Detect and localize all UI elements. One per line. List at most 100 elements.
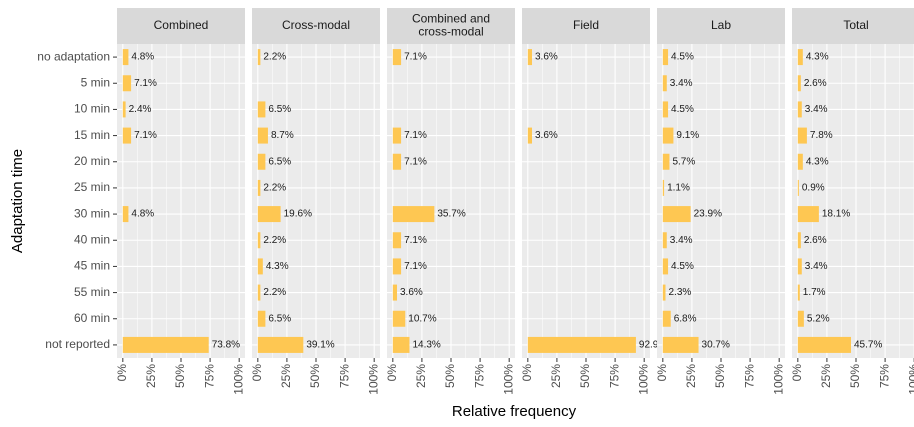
bar bbox=[257, 49, 261, 66]
bar bbox=[392, 232, 402, 249]
y-tick-label: 15 min bbox=[74, 128, 110, 142]
value-label: 73.8% bbox=[212, 340, 240, 351]
bar bbox=[797, 179, 799, 196]
bar bbox=[797, 284, 800, 301]
bar bbox=[257, 101, 266, 118]
value-label: 35.7% bbox=[437, 209, 465, 220]
bar bbox=[392, 258, 402, 275]
value-label: 2.6% bbox=[804, 78, 827, 89]
y-tick-label: 20 min bbox=[74, 154, 110, 168]
value-label: 7.1% bbox=[404, 130, 427, 141]
value-label: 14.3% bbox=[412, 340, 440, 351]
bar bbox=[257, 179, 261, 196]
y-tick-label: 10 min bbox=[74, 102, 110, 116]
x-tick-label: 75% bbox=[202, 364, 216, 388]
value-label: 4.8% bbox=[131, 52, 154, 63]
panel-title: Combined and cross-modal bbox=[412, 12, 490, 39]
bar bbox=[662, 101, 669, 118]
value-label: 3.6% bbox=[535, 130, 558, 141]
y-tick-label: 55 min bbox=[74, 285, 110, 299]
strip bbox=[252, 8, 380, 44]
value-label: 4.3% bbox=[806, 52, 829, 63]
value-label: 5.7% bbox=[672, 156, 695, 167]
bar bbox=[527, 127, 533, 144]
y-tick-label: 30 min bbox=[74, 206, 110, 220]
value-label: 6.5% bbox=[268, 156, 291, 167]
x-tick-label: 50% bbox=[308, 364, 322, 388]
bar bbox=[122, 336, 209, 353]
bar bbox=[662, 179, 665, 196]
bar bbox=[797, 49, 803, 66]
x-tick-label: 100% bbox=[906, 364, 914, 395]
x-tick-label: 75% bbox=[742, 364, 756, 388]
bar bbox=[392, 49, 402, 66]
y-tick-label: 40 min bbox=[74, 232, 110, 246]
value-label: 7.1% bbox=[404, 261, 427, 272]
value-label: 7.8% bbox=[810, 130, 833, 141]
bar bbox=[122, 49, 129, 66]
y-tick-label: no adaptation bbox=[37, 49, 110, 63]
bar bbox=[662, 310, 671, 327]
bar bbox=[797, 153, 803, 170]
bar bbox=[122, 206, 129, 223]
bar bbox=[797, 232, 801, 249]
value-label: 45.7% bbox=[854, 340, 882, 351]
value-label: 3.6% bbox=[400, 287, 423, 298]
x-tick-label: 0% bbox=[520, 364, 534, 382]
x-tick-label: 75% bbox=[472, 364, 486, 388]
bar bbox=[257, 284, 261, 301]
value-label: 2.6% bbox=[804, 235, 827, 246]
bar bbox=[257, 206, 281, 223]
bar bbox=[392, 127, 402, 144]
value-label: 6.5% bbox=[268, 313, 291, 324]
x-tick-label: 0% bbox=[790, 364, 804, 382]
bar bbox=[662, 153, 670, 170]
value-label: 3.4% bbox=[670, 78, 693, 89]
bar bbox=[392, 153, 402, 170]
bar bbox=[797, 310, 804, 327]
value-label: 4.5% bbox=[671, 104, 694, 115]
strip bbox=[657, 8, 785, 44]
x-tick-label: 50% bbox=[173, 364, 187, 388]
x-tick-label: 50% bbox=[713, 364, 727, 388]
value-label: 3.6% bbox=[535, 52, 558, 63]
bar bbox=[797, 75, 801, 92]
bar bbox=[662, 206, 691, 223]
bar bbox=[797, 127, 807, 144]
value-label: 92.9% bbox=[639, 340, 667, 351]
value-label: 7.1% bbox=[134, 130, 157, 141]
value-label: 3.4% bbox=[670, 235, 693, 246]
value-label: 5.2% bbox=[807, 313, 830, 324]
bar bbox=[122, 75, 132, 92]
x-tick-label: 0% bbox=[655, 364, 669, 382]
bar bbox=[797, 258, 802, 275]
value-label: 6.5% bbox=[268, 104, 291, 115]
y-tick-label: 25 min bbox=[74, 180, 110, 194]
bar bbox=[662, 127, 674, 144]
strip bbox=[792, 8, 914, 44]
strip bbox=[117, 8, 245, 44]
x-tick-label: 100% bbox=[231, 364, 245, 395]
value-label: 10.7% bbox=[408, 313, 436, 324]
value-label: 2.2% bbox=[263, 183, 286, 194]
x-tick-label: 100% bbox=[366, 364, 380, 395]
panel bbox=[792, 44, 914, 358]
bar bbox=[527, 336, 636, 353]
x-tick-label: 75% bbox=[877, 364, 891, 388]
x-tick-label: 25% bbox=[144, 364, 158, 388]
value-label: 7.1% bbox=[404, 235, 427, 246]
bar bbox=[122, 101, 126, 118]
bar bbox=[797, 101, 802, 118]
y-axis-label: Adaptation time bbox=[9, 149, 26, 253]
y-tick-label: not reported bbox=[45, 337, 110, 351]
bar bbox=[257, 127, 268, 144]
value-label: 19.6% bbox=[284, 209, 312, 220]
bar bbox=[257, 336, 304, 353]
value-label: 39.1% bbox=[306, 340, 334, 351]
x-tick-label: 50% bbox=[848, 364, 862, 388]
strip bbox=[522, 8, 650, 44]
y-tick-label: 5 min bbox=[81, 75, 110, 89]
value-label: 18.1% bbox=[822, 209, 850, 220]
value-label: 2.4% bbox=[129, 104, 152, 115]
